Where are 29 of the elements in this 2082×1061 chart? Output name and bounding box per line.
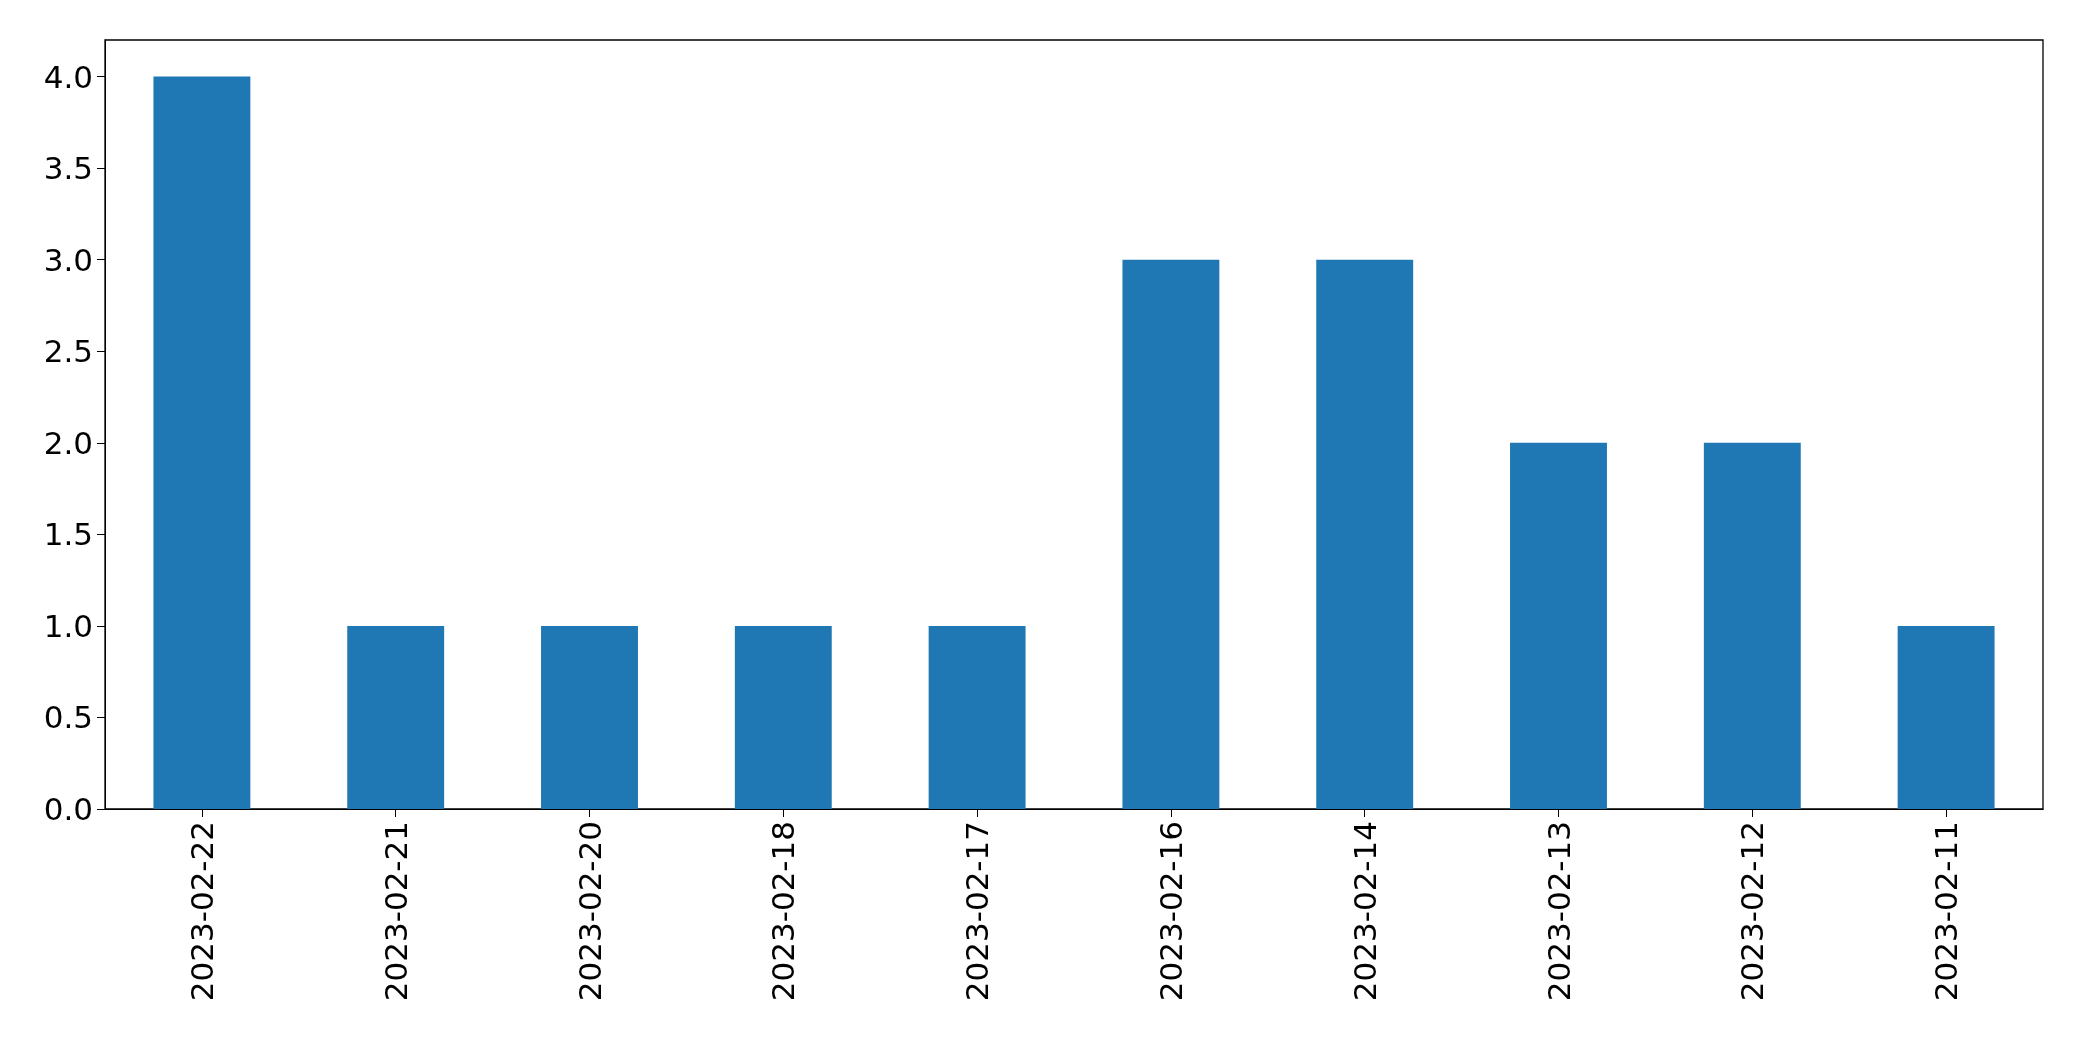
y-tick-label: 3.0 [43,241,93,278]
y-tick-label: 4.0 [43,58,93,95]
bar [734,625,832,809]
x-tick-label: 2023-02-14 [1346,821,1383,1002]
x-tick-label: 2023-02-13 [1540,821,1577,1002]
bar [1316,259,1414,809]
x-tick-label: 2023-02-12 [1734,821,1771,1002]
bar [347,625,445,809]
x-tick-label: 2023-02-22 [183,821,220,1002]
y-tick-label: 0.0 [43,791,93,827]
y-tick-label: 3.5 [43,150,93,187]
y-tick-label: 1.5 [43,516,93,553]
x-tick-label: 2023-02-17 [959,821,996,1002]
y-tick-label: 2.5 [43,333,93,370]
y-tick-label: 1.0 [43,607,93,644]
bar [1703,442,1801,809]
x-tick-label: 2023-02-11 [1928,821,1965,1002]
bar [1897,625,1995,809]
bar [1510,442,1607,809]
bar [928,625,1026,809]
x-tick-label: 2023-02-20 [571,821,608,1002]
x-tick-label: 2023-02-21 [377,821,414,1002]
y-tick-label: 2.0 [43,424,93,461]
bar [541,625,638,809]
bar [153,76,251,809]
x-tick-label: 2023-02-16 [1152,821,1189,1002]
y-tick-label: 0.5 [43,699,93,736]
x-tick-label: 2023-02-18 [765,821,802,1002]
bar [1122,259,1220,809]
